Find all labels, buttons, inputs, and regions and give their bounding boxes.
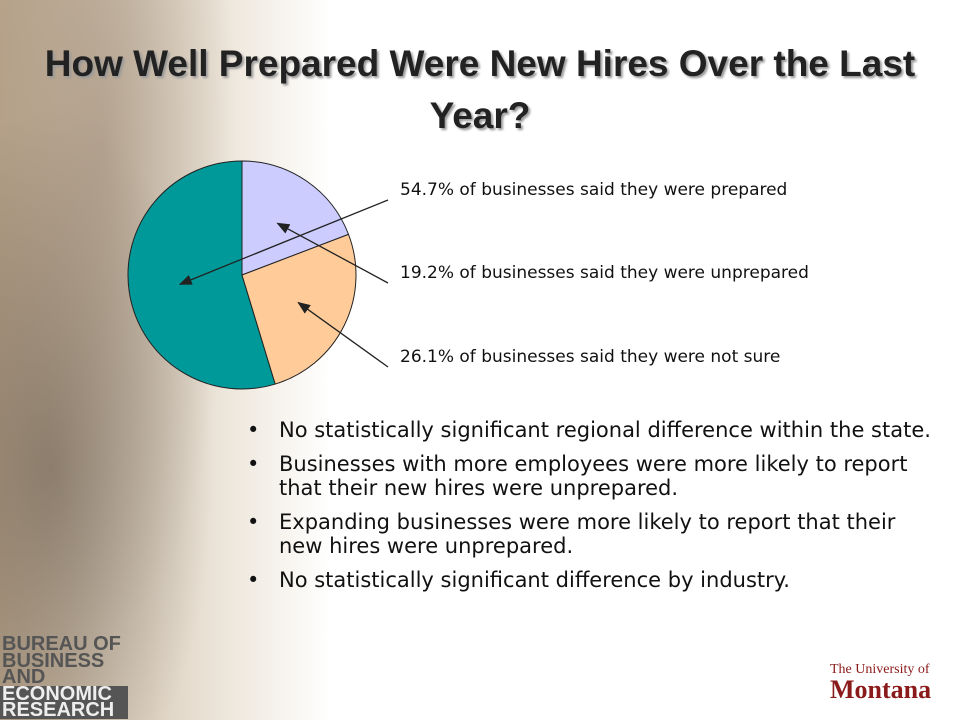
label-arrow bbox=[178, 199, 389, 285]
pie-slice bbox=[241, 160, 350, 276]
bullet-item: No statistically significant regional di… bbox=[245, 418, 935, 442]
chart-title: How Well Prepared Were New Hires Over th… bbox=[44, 43, 916, 136]
logo-text: BUSINESS bbox=[2, 649, 105, 672]
logo-text: ECONOMIC bbox=[0, 684, 128, 703]
logo-text: BUREAU OF bbox=[2, 633, 121, 655]
bureau-logo: BUREAU OF BUSINESS AND ECONOMIC RESEARCH bbox=[0, 633, 128, 720]
label-arrow bbox=[276, 222, 389, 284]
bullet-list: No statistically significant regional di… bbox=[245, 418, 935, 602]
bullet-item: Expanding businesses were more likely to… bbox=[245, 510, 935, 558]
slice-label: 26.1% of businesses said they were not s… bbox=[400, 347, 780, 367]
bullet-item: Businesses with more employees were more… bbox=[245, 452, 935, 500]
logo-text: The University of bbox=[830, 662, 930, 677]
label-arrow bbox=[297, 301, 389, 368]
logo-text: RESEARCH bbox=[0, 700, 128, 720]
university-logo: The University of Montana bbox=[830, 662, 932, 704]
logo-text: AND bbox=[2, 666, 46, 688]
bullet-item: No statistically significant difference … bbox=[245, 568, 935, 592]
slice-label: 19.2% of businesses said they were unpre… bbox=[400, 263, 809, 283]
slice-label: 54.7% of businesses said they were prepa… bbox=[400, 180, 787, 200]
logo-text: Montana bbox=[830, 675, 932, 704]
